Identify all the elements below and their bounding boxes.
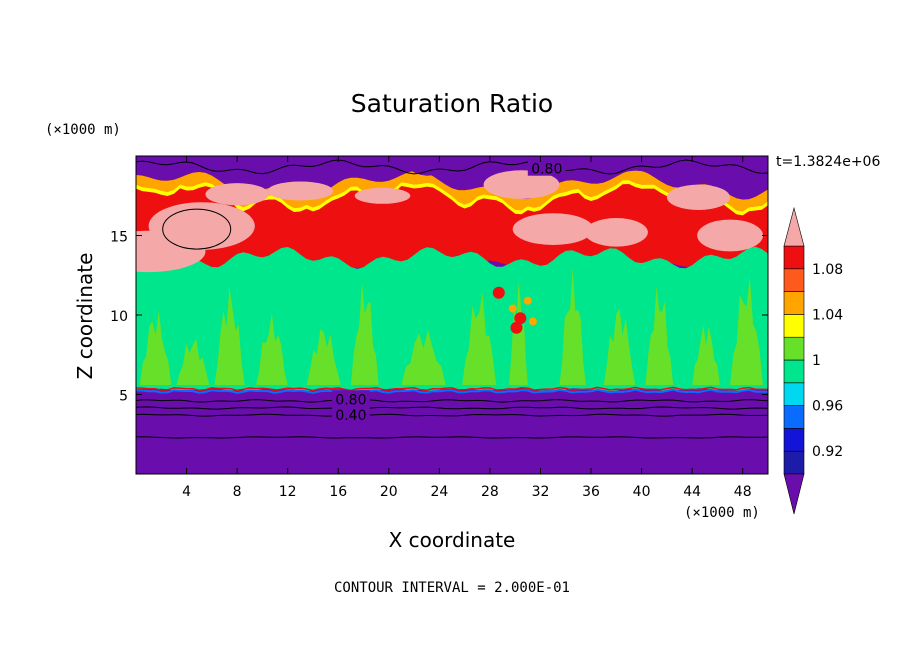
- contour-line: [136, 159, 768, 175]
- lower-layer-red-edge: [136, 386, 768, 392]
- supersaturated-plume: [176, 338, 210, 385]
- stratosphere-strip: [136, 156, 768, 178]
- colorbar-band: [783, 291, 805, 315]
- supersaturated-plume: [603, 308, 636, 385]
- contour-line: [136, 436, 768, 439]
- y-tick-label: 15: [110, 230, 128, 246]
- y-axis-ticks: 5 10 15: [110, 230, 768, 405]
- contour-loop: [162, 208, 232, 250]
- x-tick-label: 40: [633, 484, 651, 500]
- high-saturation-blob: [584, 218, 648, 247]
- lower-layer-edge: [136, 388, 768, 394]
- colorbar-extend-max: [783, 206, 805, 247]
- x-axis-ticks: 4 8 12 16 20 24 28 32 36 40 44 48: [182, 156, 752, 500]
- contour-label-bg: [331, 406, 370, 423]
- moist-speckle: [514, 312, 527, 325]
- moist-speckle: [510, 321, 523, 334]
- time-label: t=1.3824e+06: [776, 154, 880, 170]
- contour-label-bg: [331, 390, 370, 407]
- high-saturation-blob: [512, 213, 594, 246]
- supersaturated-plume: [508, 282, 528, 385]
- contour-label: 0.80: [531, 162, 562, 178]
- colorbar-band: [783, 382, 805, 406]
- colorbar-band: [783, 428, 805, 452]
- supersaturated-plume: [730, 276, 763, 385]
- moist-speckle: [492, 286, 505, 299]
- x-tick-label: 4: [182, 484, 191, 500]
- colorbar-band: [783, 359, 805, 384]
- y-axis-unit: (×1000 m): [45, 122, 121, 138]
- supersaturated-plume: [256, 312, 288, 385]
- high-saturation-blob: [267, 181, 334, 201]
- x-tick-label: 28: [481, 484, 499, 500]
- x-tick-label: 20: [380, 484, 398, 500]
- contour-line: [136, 399, 768, 403]
- x-tick-label: 44: [683, 484, 701, 500]
- colorbar-tick-label: 1: [812, 353, 821, 369]
- moist-speckle: [508, 304, 517, 313]
- supersaturated-plume: [692, 325, 720, 385]
- x-tick-label: 36: [582, 484, 600, 500]
- x-tick-label: 12: [279, 484, 297, 500]
- lower-dry-layer: [136, 390, 768, 474]
- high-saturation-blob: [354, 187, 411, 204]
- supersaturated-plume: [401, 329, 446, 385]
- contour-label-bg: [527, 159, 566, 176]
- y-axis-label: Z coordinate: [73, 253, 97, 380]
- x-axis-unit: (×1000 m): [684, 505, 760, 521]
- contour-line: [136, 406, 768, 410]
- contour-line: [136, 413, 768, 417]
- x-tick-label: 48: [734, 484, 752, 500]
- supersaturated-plume: [462, 292, 497, 385]
- colorbar-band: [783, 314, 805, 338]
- upper-fringe-orange: [136, 169, 768, 212]
- colorbar-extend-min: [783, 473, 805, 515]
- contour-label: 0.40: [335, 408, 366, 424]
- y-tick-label: 10: [110, 309, 128, 325]
- x-tick-label: 8: [233, 484, 242, 500]
- moist-speckle: [528, 317, 537, 326]
- plot-area: 0.800.800.40: [135, 155, 769, 475]
- colorbar-band: [783, 336, 805, 361]
- high-saturation-blob: [205, 183, 269, 206]
- supersaturated-plume: [214, 287, 245, 385]
- colorbar-tick-label: 1.04: [812, 307, 843, 323]
- colorbar-band: [783, 405, 805, 429]
- moist-speckle: [523, 296, 532, 305]
- contour-interval-note: CONTOUR INTERVAL = 2.000E-01: [334, 580, 570, 596]
- colorbar: 0.92 0.96 1 1.04 1.08: [783, 206, 843, 515]
- supersaturated-plume: [645, 285, 674, 385]
- saturation-field: 0.800.800.40: [136, 156, 768, 474]
- colorbar-tick-label: 1.08: [812, 262, 843, 278]
- supersaturated-plume: [306, 329, 341, 385]
- x-tick-label: 32: [532, 484, 550, 500]
- supersaturated-plume: [559, 267, 586, 385]
- supersaturated-plume: [350, 282, 379, 385]
- x-tick-label: 24: [430, 484, 448, 500]
- chart-title: Saturation Ratio: [351, 89, 553, 118]
- colorbar-band: [783, 245, 805, 270]
- y-tick-label: 5: [119, 389, 128, 405]
- high-saturation-blob: [483, 170, 560, 199]
- x-axis-label: X coordinate: [389, 528, 516, 552]
- supersaturated-plume: [139, 310, 172, 385]
- high-saturation-blob: [697, 219, 763, 252]
- x-tick-label: 16: [329, 484, 347, 500]
- colorbar-band: [783, 268, 805, 292]
- upper-fringe-yellow: [136, 180, 768, 216]
- colorbar-band: [783, 450, 805, 475]
- colorbar-tick-label: 0.96: [812, 399, 843, 415]
- high-saturation-blob: [666, 184, 731, 210]
- colorbar-tick-label: 0.92: [812, 444, 843, 460]
- contour-label: 0.80: [335, 392, 366, 408]
